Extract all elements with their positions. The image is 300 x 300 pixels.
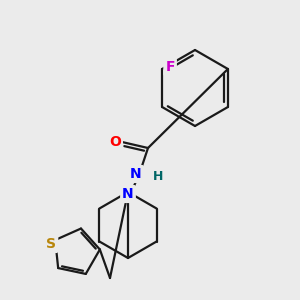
Text: H: H — [153, 169, 163, 182]
Text: O: O — [109, 135, 121, 149]
Text: S: S — [46, 237, 56, 251]
Text: N: N — [122, 187, 134, 201]
Text: F: F — [165, 60, 175, 74]
Text: N: N — [130, 167, 142, 181]
